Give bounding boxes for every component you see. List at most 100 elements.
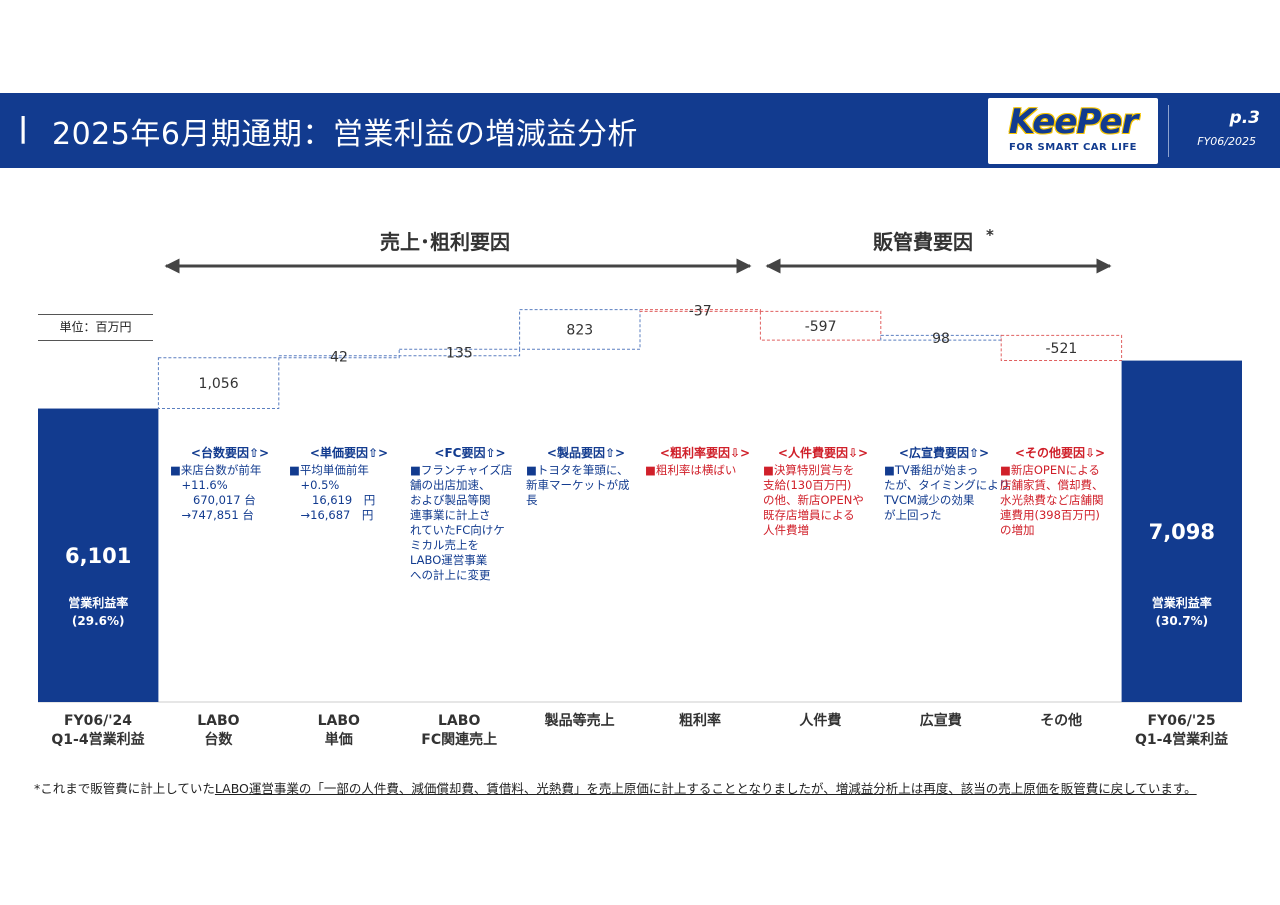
factor-heading: <単価要因⇧> xyxy=(309,446,389,460)
factor-note-5: <粗利率要因⇩> ■粗利率は横ばい xyxy=(645,446,765,478)
factor-heading: <その他要因⇩> xyxy=(1014,446,1106,460)
delta-bar-6 xyxy=(759,310,882,341)
factor-line: 舗の出店加速、 xyxy=(410,478,491,492)
factor-line: LABO運営事業 xyxy=(410,553,488,567)
factor-line: ■トヨタを筆頭に、 xyxy=(526,463,629,477)
category-label-line: 単価 xyxy=(324,732,353,748)
category-label-line: FY06/'24 xyxy=(63,713,133,729)
category-label-line: LABO xyxy=(438,713,481,729)
header-bar: | 2025年6月期通期：営業利益の増減益分析 KeePer FOR SMART… xyxy=(0,93,1280,168)
factor-line: 人件費増 xyxy=(763,523,809,537)
section-label-sga: 販管費要因 * xyxy=(873,226,994,255)
category-label-4: 製品等売上 xyxy=(520,712,640,731)
category-label-2: LABO 単価 xyxy=(279,712,399,750)
total-margin-label-9: 営業利益率 xyxy=(1152,595,1212,610)
category-label-5: 粗利率 xyxy=(640,712,760,731)
keeper-logo: KeePer FOR SMART CAR LIFE xyxy=(988,98,1158,164)
factor-line: ■粗利率は横ばい xyxy=(645,463,737,477)
factor-heading: <台数要因⇧> xyxy=(190,446,270,460)
factor-note-6: <人件費要因⇩> ■決算特別賞与を 支給(130百万円) の他、新店OPENや 既存店増… xyxy=(763,446,883,538)
factor-line: の他、新店OPENや xyxy=(763,493,864,507)
factor-line: 長 xyxy=(526,493,538,507)
factor-note-1: <台数要因⇧> ■来店台数が前年 +11.6% 670,017 台 →747,85… xyxy=(170,446,290,523)
category-label-line: 製品等売上 xyxy=(544,713,615,729)
delta-value-label-7: 98 xyxy=(932,331,950,347)
factor-line: ■平均単価前年 xyxy=(289,463,369,477)
delta-bar-4 xyxy=(519,309,641,350)
factor-line: 既存店増員による xyxy=(763,508,855,522)
total-bar-9 xyxy=(1121,360,1242,702)
category-label-3: LABO FC関連売上 xyxy=(399,712,519,750)
delta-value-label-4: 823 xyxy=(566,322,593,338)
category-label-line: FY06/'25 xyxy=(1147,713,1216,729)
footnote-prefix: *これまで販管費に計上していた xyxy=(34,781,215,796)
unit-label: 単位：百万円 xyxy=(38,314,153,341)
category-label-line: 広宣費 xyxy=(919,713,962,729)
total-bar-0 xyxy=(38,408,159,702)
factor-line: 連費用(398百万円) xyxy=(1000,508,1100,522)
logo-tagline: FOR SMART CAR LIFE xyxy=(1009,142,1137,153)
footnote-underlined: LABO運営事業の「一部の人件費、減価償却費、賃借料、光熱費」を売上原価に計上す… xyxy=(214,781,1197,796)
factor-line: 連事業に計上さ xyxy=(410,508,491,522)
delta-value-label-5: -37 xyxy=(689,304,712,320)
factor-line: ■決算特別賞与を xyxy=(763,463,855,477)
category-label-line: Q1-4営業利益 xyxy=(51,732,145,748)
factor-heading: <FC要因⇧> xyxy=(434,446,506,460)
page-number: p.3 xyxy=(1229,108,1260,128)
total-margin-value-9: (30.7%) xyxy=(1155,614,1208,628)
factor-heading: <粗利率要因⇩> xyxy=(659,446,751,460)
category-label-line: 台数 xyxy=(204,732,233,748)
category-label-line: その他 xyxy=(1040,713,1083,729)
factor-line: への計上に変更 xyxy=(410,568,491,582)
section-label-sga-asterisk: * xyxy=(985,226,994,244)
factor-line: が上回った xyxy=(884,508,942,522)
factor-line: ■来店台数が前年 xyxy=(170,463,262,477)
factor-line: および製品等関 xyxy=(410,493,491,507)
category-label-1: LABO 台数 xyxy=(158,712,278,750)
factor-line: 新車マーケットが成 xyxy=(526,478,630,492)
factor-line: 670,017 台 xyxy=(170,493,256,507)
footnote: *これまで販管費に計上していたLABO運営事業の「一部の人件費、減価償却費、賃借… xyxy=(34,778,1197,797)
factor-line: ■TV番組が始まっ xyxy=(884,463,979,477)
category-label-line: 人件費 xyxy=(799,713,842,729)
factor-note-3: <FC要因⇧> ■フランチャイズ店 舗の出店加速、 および製品等関 連事業に計上さ れてい… xyxy=(410,446,530,583)
category-label-9: FY06/'25 Q1-4営業利益 xyxy=(1122,712,1242,750)
factor-line: +0.5% xyxy=(289,478,340,492)
delta-value-label-1: 1,056 xyxy=(199,376,239,392)
category-label-line: LABO xyxy=(197,713,240,729)
factor-line: ■新店OPENによる xyxy=(1000,463,1100,477)
header-divider xyxy=(1168,105,1169,157)
factor-line: →16,687 円 xyxy=(289,508,374,522)
factor-line: ミカル売上を xyxy=(410,538,479,552)
category-label-0: FY06/'24 Q1-4営業利益 xyxy=(38,712,158,750)
chart-marks: 6,101 営業利益率 (29.6%) 1,056 42 135 823 -37 -597 98 -… xyxy=(38,304,1242,702)
delta-value-label-6: -597 xyxy=(805,319,837,335)
category-label-line: 粗利率 xyxy=(679,713,721,729)
factor-line: TVCM減少の効果 xyxy=(884,493,975,507)
delta-value-label-3: 135 xyxy=(446,345,473,361)
factor-heading: <広宣費要因⇧> xyxy=(898,446,990,460)
factor-line: たが、タイミングにより xyxy=(884,478,1011,492)
category-label-line: LABO xyxy=(317,713,360,729)
logo-wordmark: KeePer xyxy=(1008,102,1138,142)
factor-heading: <人件費要因⇩> xyxy=(777,446,869,460)
factor-line: ■フランチャイズ店 xyxy=(410,463,513,477)
factor-note-4: <製品要因⇧> ■トヨタを筆頭に、 新車マーケットが成長 xyxy=(526,446,646,508)
factor-line: →747,851 台 xyxy=(170,508,254,522)
delta-value-label-2: 42 xyxy=(330,350,348,366)
factor-line: れていたFC向けケ xyxy=(410,523,505,537)
delta-value-label-8: -521 xyxy=(1046,341,1078,357)
delta-bar-3 xyxy=(398,348,521,357)
factor-heading: <製品要因⇧> xyxy=(546,446,626,460)
category-label-line: Q1-4営業利益 xyxy=(1134,732,1229,748)
factor-note-7: <広宣費要因⇧> ■TV番組が始まっ たが、タイミングにより TVCM減少の効果 が上回… xyxy=(884,446,1011,523)
delta-bar-5 xyxy=(639,309,761,312)
factor-line: 水光熱費など店舗関 xyxy=(1000,493,1104,507)
total-value-label-0: 6,101 xyxy=(65,544,131,568)
factor-line: 支給(130百万円) xyxy=(763,478,852,492)
factor-note-8: <その他要因⇩> ■新店OPENによる 店舗家賃、償却費、 水光熱費など店舗関 連費用(… xyxy=(1000,446,1120,538)
page-title: 2025年6月期通期：営業利益の増減益分析 xyxy=(52,117,638,152)
factor-line: 店舗家賃、償却費、 xyxy=(1000,478,1104,492)
section-label-sales: 売上･粗利要因 xyxy=(380,230,510,254)
